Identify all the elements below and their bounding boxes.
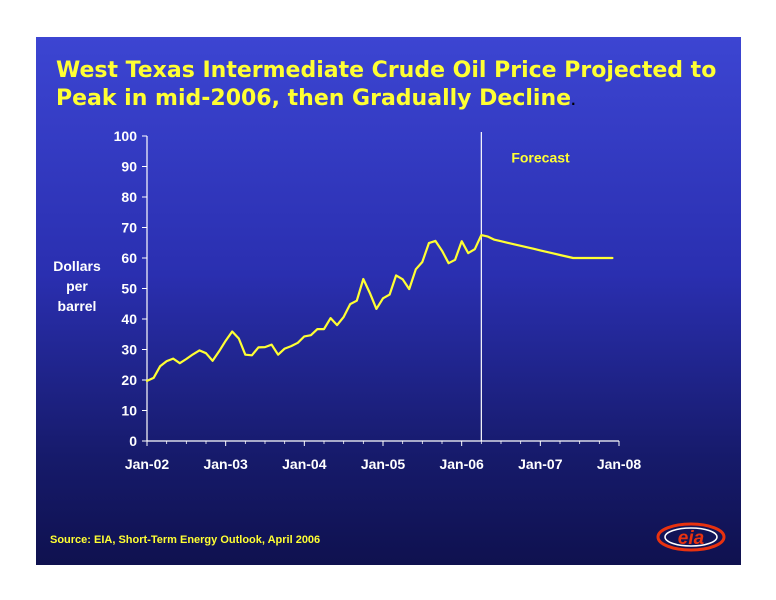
y-tick-label-60: 60	[121, 250, 137, 266]
x-tick-label-Jan-08: Jan-08	[597, 456, 642, 472]
y-tick-label-40: 40	[121, 311, 137, 327]
x-tick-label-Jan-05: Jan-05	[361, 456, 406, 472]
x-tick-label-Jan-04: Jan-04	[282, 456, 327, 472]
y-axis-label: Dollars per barrel	[46, 256, 108, 316]
eia-logo-text: eia	[678, 528, 705, 549]
y-axis-label-line-3: barrel	[57, 298, 97, 314]
series-line-wti-price	[145, 234, 614, 382]
chart-title-line-2-text: Peak in mid-2006, then Gradually Decline	[56, 86, 572, 111]
y-tick-label-30: 30	[121, 342, 137, 358]
y-axis-label-line-1: Dollars	[53, 258, 101, 274]
y-tick-label-70: 70	[121, 220, 137, 236]
source-note: Source: EIA, Short-Term Energy Outlook, …	[50, 534, 321, 546]
x-tick-label-Jan-03: Jan-03	[203, 456, 248, 472]
slide-background: West Texas Intermediate Crude Oil Price …	[36, 37, 741, 565]
chart-title-line-1: West Texas Intermediate Crude Oil Price …	[56, 58, 717, 83]
eia-logo: eia	[656, 522, 726, 552]
y-axis-label-line-2: per	[66, 278, 88, 294]
x-tick-label-Jan-07: Jan-07	[518, 456, 563, 472]
y-tick-label-20: 20	[121, 372, 137, 388]
chart-title: West Texas Intermediate Crude Oil Price …	[56, 57, 736, 115]
y-tick-label-50: 50	[121, 281, 137, 297]
y-tick-label-100: 100	[114, 128, 138, 144]
y-tick-label-90: 90	[121, 159, 137, 175]
x-tick-label-Jan-02: Jan-02	[125, 456, 170, 472]
forecast-label: Forecast	[511, 149, 570, 165]
chart-title-period: .	[571, 94, 576, 108]
y-tick-label-0: 0	[129, 433, 137, 449]
y-tick-label-80: 80	[121, 189, 137, 205]
line-chart: 0 10 20 30 40 50 60 70 80 90 100 Jan-02 Jan-03 Jan-04…	[114, 128, 642, 472]
chart-title-line-2: Peak in mid-2006, then Gradually Decline…	[56, 85, 736, 115]
x-tick-label-Jan-06: Jan-06	[439, 456, 484, 472]
y-tick-label-10: 10	[121, 403, 137, 419]
